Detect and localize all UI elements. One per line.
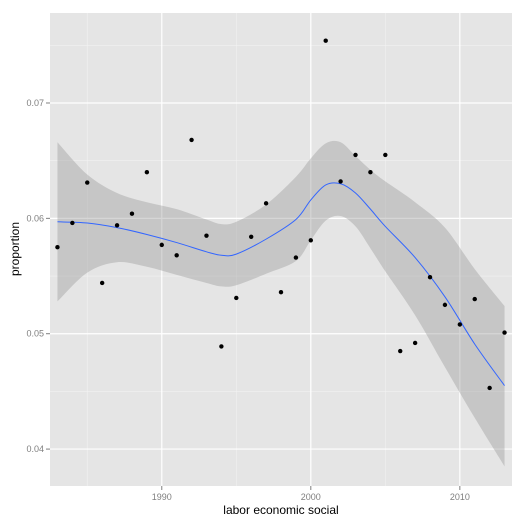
data-point — [263, 201, 269, 206]
data-point — [204, 233, 209, 238]
data-point — [502, 330, 507, 335]
data-point — [308, 238, 314, 243]
data-points — [55, 38, 507, 391]
data-point — [398, 348, 403, 354]
confidence-ribbon — [57, 140, 505, 467]
x-axis-ticks: 1990 2000 2010 — [152, 486, 470, 502]
y-tick-label: 0.07 — [26, 98, 44, 108]
y-axis-ticks: 0.04 0.05 0.06 0.07 — [26, 98, 50, 454]
smooth-line — [57, 182, 505, 386]
x-axis-title: labor economic social — [223, 503, 338, 517]
data-point — [144, 170, 150, 175]
data-point — [293, 255, 299, 260]
data-point — [472, 296, 477, 302]
data-point — [383, 152, 388, 158]
data-point — [248, 234, 254, 240]
data-point — [55, 244, 60, 250]
x-tick-label: 1990 — [152, 492, 172, 502]
data-point — [99, 280, 105, 286]
plot-panel — [50, 13, 512, 486]
y-axis-title: proportion — [8, 222, 22, 276]
data-point — [234, 295, 239, 301]
data-point — [174, 253, 179, 258]
data-point — [159, 242, 164, 248]
y-tick-label: 0.05 — [26, 329, 44, 339]
data-point — [457, 322, 463, 327]
data-point — [189, 137, 194, 143]
data-point — [219, 344, 224, 349]
data-point — [442, 302, 448, 308]
data-point — [338, 179, 343, 184]
data-point — [427, 274, 433, 280]
x-tick-label: 2000 — [301, 492, 321, 502]
data-point — [70, 220, 75, 226]
x-tick-label: 2010 — [450, 492, 470, 502]
data-point — [129, 211, 135, 216]
major-gridlines — [50, 13, 512, 486]
data-point — [487, 385, 492, 391]
data-point — [114, 223, 120, 228]
minor-gridlines — [50, 13, 512, 486]
data-point — [368, 170, 373, 175]
data-point — [412, 340, 418, 346]
data-point — [323, 38, 328, 43]
data-point — [85, 180, 90, 185]
data-point — [278, 289, 284, 295]
y-tick-label: 0.04 — [26, 444, 44, 454]
data-point — [353, 152, 358, 158]
y-tick-label: 0.06 — [26, 213, 44, 223]
